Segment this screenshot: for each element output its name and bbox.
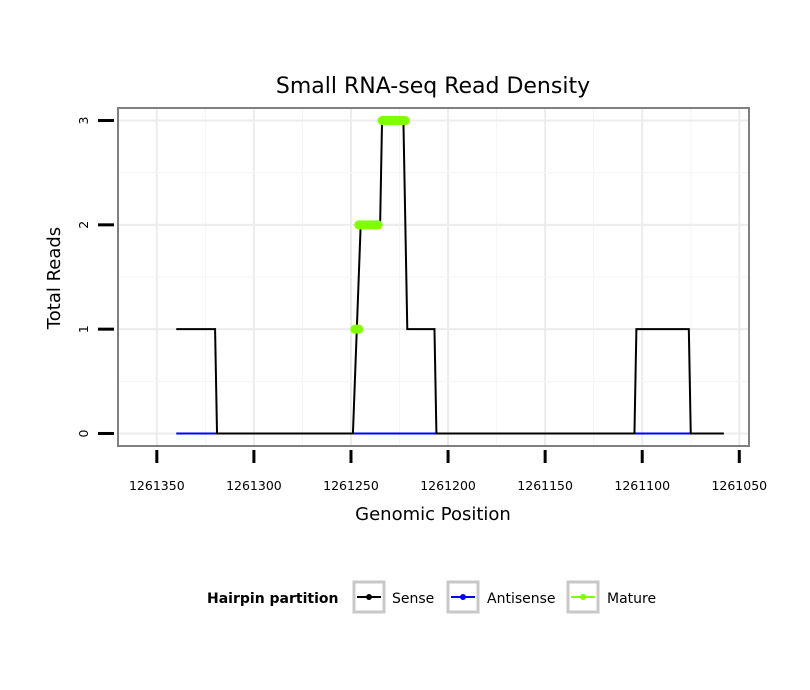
series-layer (176, 116, 724, 435)
chart-title: Small RNA-seq Read Density (276, 74, 590, 99)
x-axis: 1261350 1261300 1261250 1261200 1261150 12611… (129, 450, 767, 493)
legend-item-sense: Sense (352, 580, 434, 614)
y-tick-label-2: 2 (76, 221, 91, 229)
x-tick-label-2: 1261250 (323, 478, 379, 493)
legend-item-mature: Mature (566, 580, 656, 614)
legend-label-sense: Sense (392, 591, 434, 607)
y-tick-label-3: 3 (76, 117, 91, 125)
y-tick-label-0: 0 (76, 429, 91, 437)
legend-label-mature: Mature (607, 591, 656, 607)
y-tick-label-1: 1 (76, 325, 91, 333)
x-axis-label: Genomic Position (355, 504, 511, 525)
x-tick-label-5: 1261100 (614, 478, 670, 493)
panel-border (117, 107, 750, 447)
y-axis: 0 1 2 3 (76, 117, 114, 437)
legend-dot-antisense (460, 594, 466, 600)
x-tick-label-3: 1261200 (420, 478, 476, 493)
legend: Hairpin partition Sense Antisense Mature (207, 580, 656, 614)
y-axis-label: Total Reads (44, 227, 65, 330)
x-tick-label-6: 1261050 (711, 478, 767, 493)
x-tick-label-0: 1261350 (129, 478, 185, 493)
legend-dot-sense (366, 594, 372, 600)
x-tick-label-4: 1261150 (517, 478, 573, 493)
legend-dot-mature (580, 594, 586, 600)
legend-title: Hairpin partition (207, 591, 338, 607)
legend-item-antisense: Antisense (446, 580, 556, 614)
x-tick-label-1: 1261300 (226, 478, 282, 493)
legend-label-antisense: Antisense (487, 591, 556, 607)
